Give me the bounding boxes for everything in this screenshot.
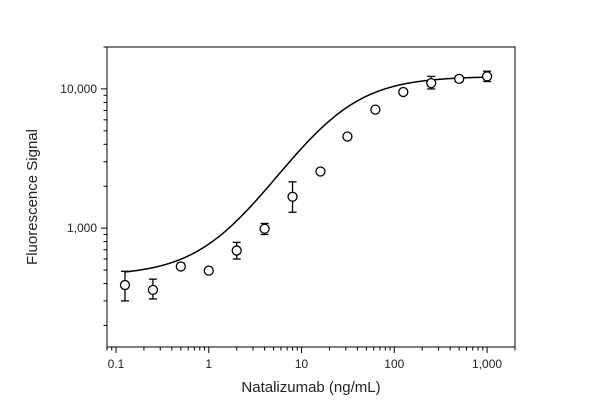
y-tick-label: 1,000 — [67, 221, 97, 235]
plot-frame — [106, 46, 516, 348]
data-point — [426, 77, 437, 89]
data-point — [481, 71, 493, 82]
data-point — [398, 86, 409, 98]
data-point — [203, 265, 214, 276]
data-point — [147, 284, 159, 296]
x-tick-label: 1,000 — [472, 357, 502, 371]
data-point — [287, 191, 298, 202]
data-point — [342, 131, 353, 142]
data-points — [119, 71, 493, 296]
x-tick-label: 100 — [384, 357, 404, 371]
data-point — [315, 166, 326, 177]
data-point — [119, 279, 131, 291]
fit-curve — [124, 76, 488, 273]
data-point — [259, 223, 270, 234]
data-point — [453, 73, 465, 85]
tick-labels: 0.1 1 10 100 1,000 1,000 10,000 — [60, 82, 502, 371]
x-tick-label: 1 — [205, 357, 212, 371]
data-point — [231, 245, 242, 256]
x-tick-label: 10 — [295, 357, 309, 371]
axes — [106, 46, 516, 348]
data-point — [175, 261, 186, 272]
data-point — [370, 104, 381, 115]
y-tick-label: 10,000 — [60, 82, 97, 96]
y-axis-title: Fluorescence Signal — [24, 129, 41, 265]
x-axis-title: Natalizumab (ng/mL) — [241, 379, 380, 396]
x-tick-label: 0.1 — [108, 357, 125, 371]
tick-marks — [101, 46, 516, 353]
